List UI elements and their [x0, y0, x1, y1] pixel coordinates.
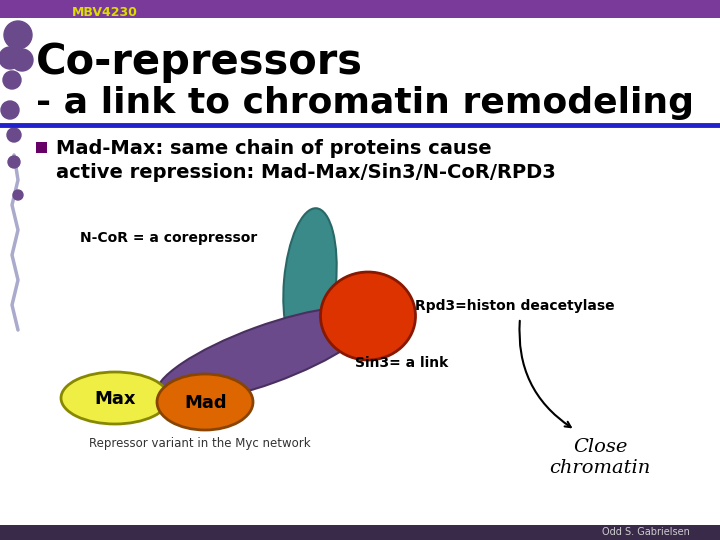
Text: Rpd3=histon deacetylase: Rpd3=histon deacetylase	[415, 299, 615, 313]
Text: Mad: Mad	[185, 394, 228, 412]
Circle shape	[3, 71, 21, 89]
Bar	[0, 525, 720, 540]
Circle shape	[4, 21, 32, 49]
Circle shape	[8, 156, 20, 168]
Bar	[0, 0, 720, 18]
Ellipse shape	[156, 307, 374, 403]
Text: Close
chromatin: Close chromatin	[549, 438, 651, 477]
Circle shape	[11, 49, 33, 71]
Text: Mad-Max: same chain of proteins cause: Mad-Max: same chain of proteins cause	[56, 138, 492, 158]
Text: Sin3= a link: Sin3= a link	[355, 356, 449, 370]
Text: Odd S. Gabrielsen: Odd S. Gabrielsen	[602, 527, 690, 537]
Text: MBV4230: MBV4230	[72, 5, 138, 18]
Ellipse shape	[157, 374, 253, 430]
Text: Co-repressors: Co-repressors	[36, 41, 363, 83]
Circle shape	[0, 47, 21, 69]
Text: active repression: Mad-Max/Sin3/N-CoR/RPD3: active repression: Mad-Max/Sin3/N-CoR/RP…	[56, 163, 556, 181]
Text: - a link to chromatin remodeling: - a link to chromatin remodeling	[36, 86, 694, 120]
Ellipse shape	[283, 208, 337, 356]
Ellipse shape	[61, 372, 169, 424]
Text: Repressor variant in the Myc network: Repressor variant in the Myc network	[89, 436, 311, 449]
Text: N-CoR = a corepressor: N-CoR = a corepressor	[80, 231, 257, 245]
Bar	[36, 142, 47, 153]
Circle shape	[1, 101, 19, 119]
Ellipse shape	[320, 272, 415, 360]
Circle shape	[7, 128, 21, 142]
Text: Max: Max	[94, 390, 136, 408]
Circle shape	[13, 190, 23, 200]
